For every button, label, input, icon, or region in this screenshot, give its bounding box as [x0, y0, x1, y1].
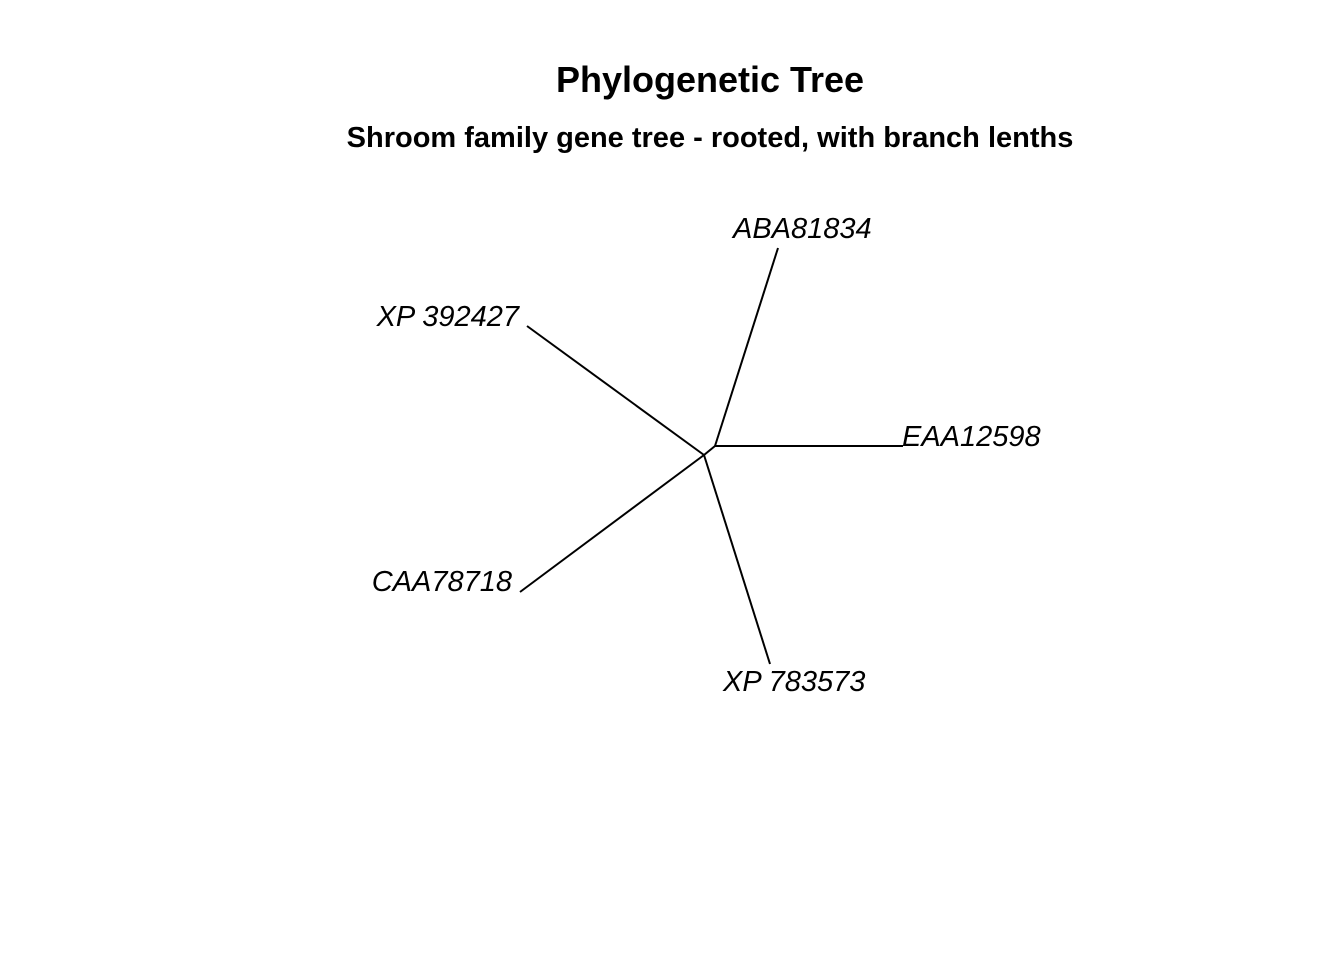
- page-subtitle: Shroom family gene tree - rooted, with b…: [346, 122, 1074, 154]
- branch-aba81834: [714, 247, 779, 447]
- tip-label-aba81834: ABA81834: [731, 213, 872, 245]
- branch-caa78718: [519, 454, 705, 593]
- page-title: Phylogenetic Tree: [555, 59, 865, 100]
- tip-label-eaa12598: EAA12598: [902, 421, 1041, 453]
- branch-xp392427: [526, 325, 705, 456]
- branch-xp783573: [703, 454, 771, 665]
- tip-label-xp392427: XP 392427: [376, 301, 521, 333]
- internal-branch: [703, 445, 716, 456]
- tip-label-caa78718: CAA78718: [372, 566, 512, 598]
- tip-label-xp783573: XP 783573: [722, 666, 865, 698]
